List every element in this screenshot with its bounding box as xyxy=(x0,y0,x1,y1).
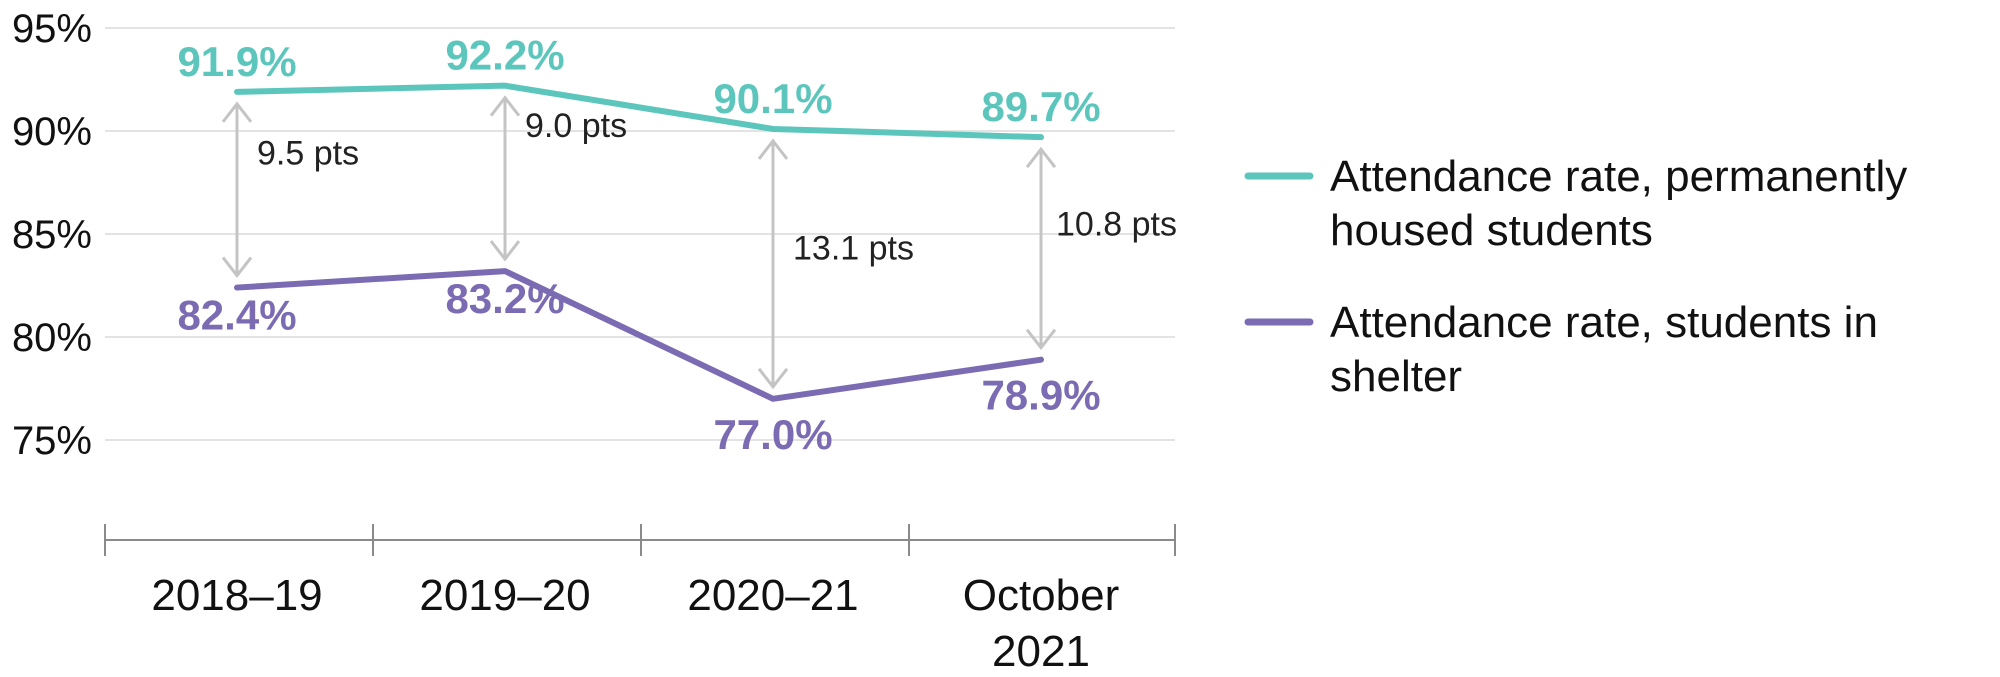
series-line-permanently-housed xyxy=(234,82,1044,141)
gap-label: 10.8 pts xyxy=(1056,206,1177,244)
x-axis: 2018–19 2019–20 2020–21 October 2021 xyxy=(104,524,1176,676)
x-tick-label: 2020–21 xyxy=(687,571,858,620)
gap-label: 9.0 pts xyxy=(525,107,627,145)
gap-arrow-head xyxy=(1025,146,1057,169)
gap-arrow-head xyxy=(489,240,521,262)
y-tick-label: 85% xyxy=(12,213,92,257)
data-labels: 91.9% 92.2% 90.1% 89.7% 82.4% 83.2% 77.0% 78.9% xyxy=(177,32,1100,458)
series-line-shelter xyxy=(234,268,1044,402)
y-tick-label: 80% xyxy=(12,316,92,360)
gap-arrow-head xyxy=(489,95,521,117)
gap-label: 13.1 pts xyxy=(793,229,914,267)
gap-arrow-head xyxy=(221,101,253,123)
data-label: 82.4% xyxy=(177,292,296,339)
gap-arrows: 9.5 pts 9.0 pts 13.1 pts 10.8 pts xyxy=(221,95,1177,390)
y-axis-ticks: 95% 90% 85% 80% 75% xyxy=(12,7,92,463)
series-lines xyxy=(234,82,1044,402)
data-label: 77.0% xyxy=(713,411,832,458)
y-tick-label: 95% xyxy=(12,7,92,51)
gap-arrow-head xyxy=(221,256,253,279)
gridlines xyxy=(105,27,1175,441)
x-tick-label: 2018–19 xyxy=(151,571,322,620)
legend-label: Attendance rate, students in shelter xyxy=(1330,298,1878,401)
x-tick-label: 2019–20 xyxy=(419,571,590,620)
gap-arrow-head xyxy=(1025,328,1057,351)
data-label: 91.9% xyxy=(177,38,296,85)
gap-label: 9.5 pts xyxy=(257,135,359,173)
data-label: 89.7% xyxy=(981,83,1100,130)
y-tick-label: 75% xyxy=(12,419,92,463)
data-label: 78.9% xyxy=(981,372,1100,419)
legend: Attendance rate, permanently housed stude… xyxy=(1244,152,1907,401)
gap-arrow-head xyxy=(757,367,789,390)
data-label: 90.1% xyxy=(713,75,832,122)
gap-arrow-head xyxy=(757,138,789,160)
data-label: 92.2% xyxy=(445,32,564,79)
legend-label: Attendance rate, permanently housed stude… xyxy=(1330,152,1907,255)
data-label: 83.2% xyxy=(445,275,564,322)
y-tick-label: 90% xyxy=(12,110,92,154)
x-tick-label: October 2021 xyxy=(963,571,1120,676)
